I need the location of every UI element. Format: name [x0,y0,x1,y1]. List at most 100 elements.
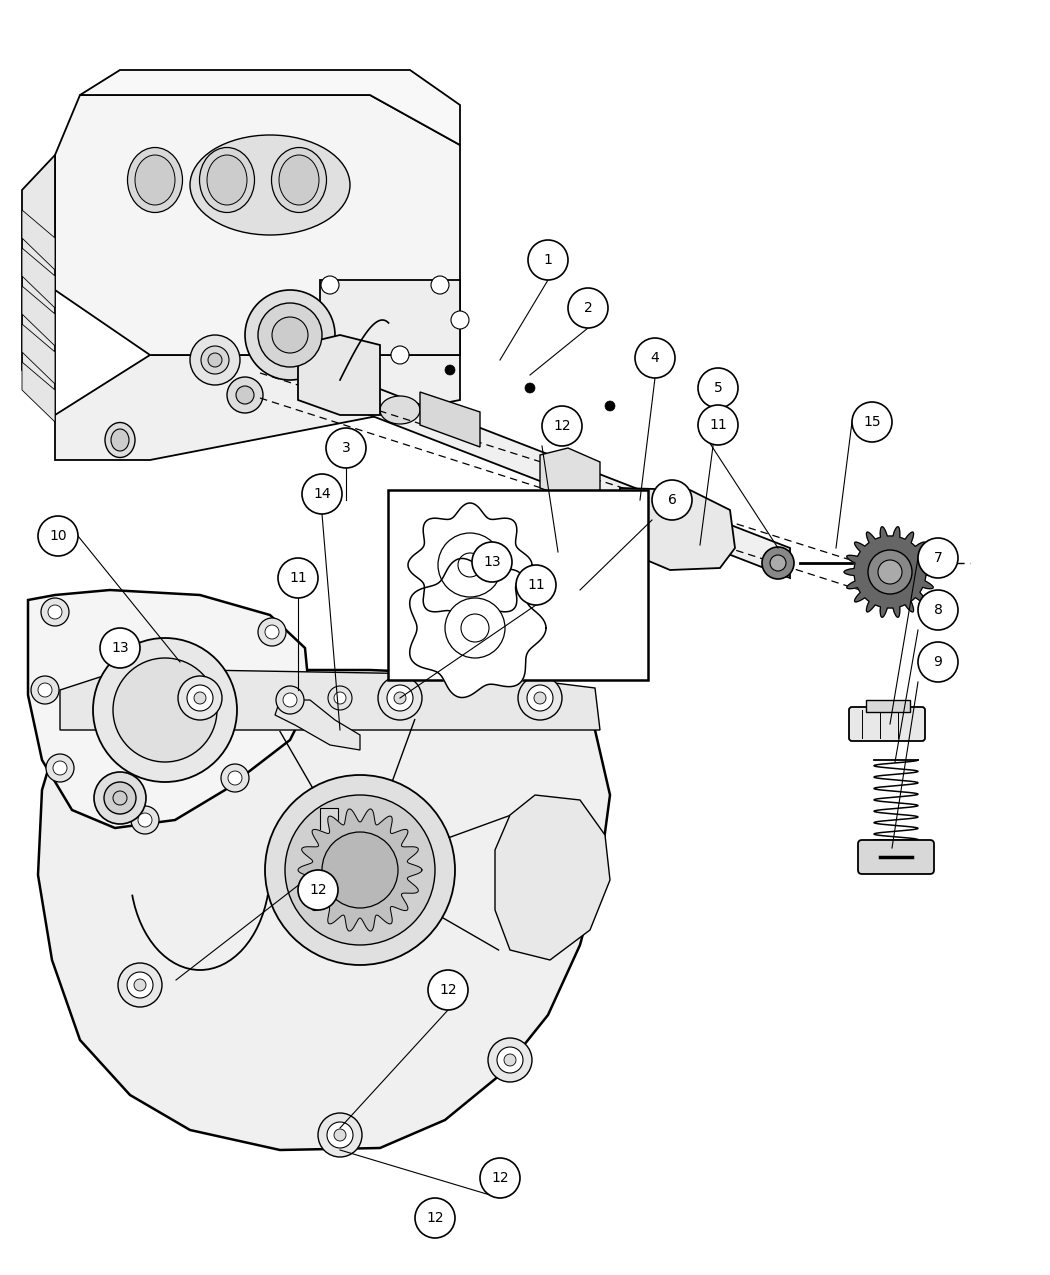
Text: 7: 7 [933,551,943,565]
Polygon shape [22,324,55,384]
Circle shape [394,692,406,704]
Text: 5: 5 [714,381,722,395]
Polygon shape [22,249,55,309]
Circle shape [542,405,582,446]
Polygon shape [28,590,310,827]
Circle shape [131,806,159,834]
Circle shape [516,565,556,606]
Bar [320,808,338,840]
Text: 11: 11 [709,418,727,432]
Circle shape [178,676,222,720]
Circle shape [258,618,286,646]
Polygon shape [275,700,360,750]
Polygon shape [22,210,55,270]
Circle shape [265,625,279,639]
Polygon shape [844,527,936,617]
Circle shape [190,335,240,385]
Polygon shape [408,504,532,627]
Ellipse shape [279,156,319,205]
Circle shape [48,606,62,618]
Circle shape [298,870,338,910]
Ellipse shape [272,148,327,213]
Text: 6: 6 [668,493,676,507]
Text: 2: 2 [584,301,592,315]
Polygon shape [420,391,480,448]
Ellipse shape [207,156,247,205]
Bar [388,490,648,680]
Circle shape [93,638,237,782]
Circle shape [194,692,206,704]
Circle shape [698,405,738,445]
Text: 12: 12 [309,884,327,898]
Circle shape [635,338,675,377]
Circle shape [285,796,435,945]
Circle shape [236,386,254,404]
Circle shape [32,676,59,704]
Circle shape [46,754,74,782]
Polygon shape [22,156,55,414]
Circle shape [762,547,794,579]
Circle shape [428,970,468,1010]
Polygon shape [298,808,422,931]
FancyBboxPatch shape [849,708,925,741]
Circle shape [187,685,213,711]
Circle shape [698,368,738,408]
Circle shape [100,629,140,668]
Circle shape [38,516,78,556]
Bar [866,700,910,711]
Circle shape [52,761,67,775]
Circle shape [378,676,422,720]
Circle shape [770,555,786,571]
Text: 3: 3 [341,441,351,455]
Circle shape [258,303,322,367]
Text: 12: 12 [426,1211,444,1225]
Text: 15: 15 [863,414,881,428]
Circle shape [38,683,52,697]
Ellipse shape [190,135,350,235]
Text: 12: 12 [553,419,571,434]
Text: 14: 14 [313,487,331,501]
Circle shape [452,311,469,329]
Text: 12: 12 [439,983,457,997]
Circle shape [220,764,249,792]
Circle shape [327,1122,353,1148]
FancyBboxPatch shape [858,840,934,873]
Circle shape [568,288,608,328]
Circle shape [488,1038,532,1082]
Circle shape [387,685,413,711]
Polygon shape [22,286,55,346]
Circle shape [430,275,449,295]
Polygon shape [80,70,460,145]
Circle shape [302,474,342,514]
Text: 8: 8 [933,603,943,617]
Circle shape [528,240,568,280]
Circle shape [445,598,505,658]
Circle shape [878,560,902,584]
Circle shape [438,533,502,597]
Text: 4: 4 [651,351,659,365]
Polygon shape [618,488,735,570]
Ellipse shape [111,428,129,451]
Circle shape [113,658,217,762]
Text: 1: 1 [544,252,552,266]
Circle shape [445,365,455,375]
Circle shape [328,686,352,710]
Text: 11: 11 [289,571,307,585]
Circle shape [322,833,398,908]
Polygon shape [410,558,546,697]
Circle shape [472,542,512,581]
Circle shape [652,479,692,520]
Circle shape [284,694,297,708]
Polygon shape [320,280,460,354]
Text: 11: 11 [527,578,545,592]
Circle shape [134,979,146,991]
Circle shape [326,428,366,468]
Circle shape [852,402,892,442]
Ellipse shape [135,156,175,205]
Circle shape [245,289,335,380]
Polygon shape [22,362,55,422]
Circle shape [208,353,222,367]
Ellipse shape [380,397,420,425]
Text: 10: 10 [49,529,67,543]
Polygon shape [60,669,600,731]
